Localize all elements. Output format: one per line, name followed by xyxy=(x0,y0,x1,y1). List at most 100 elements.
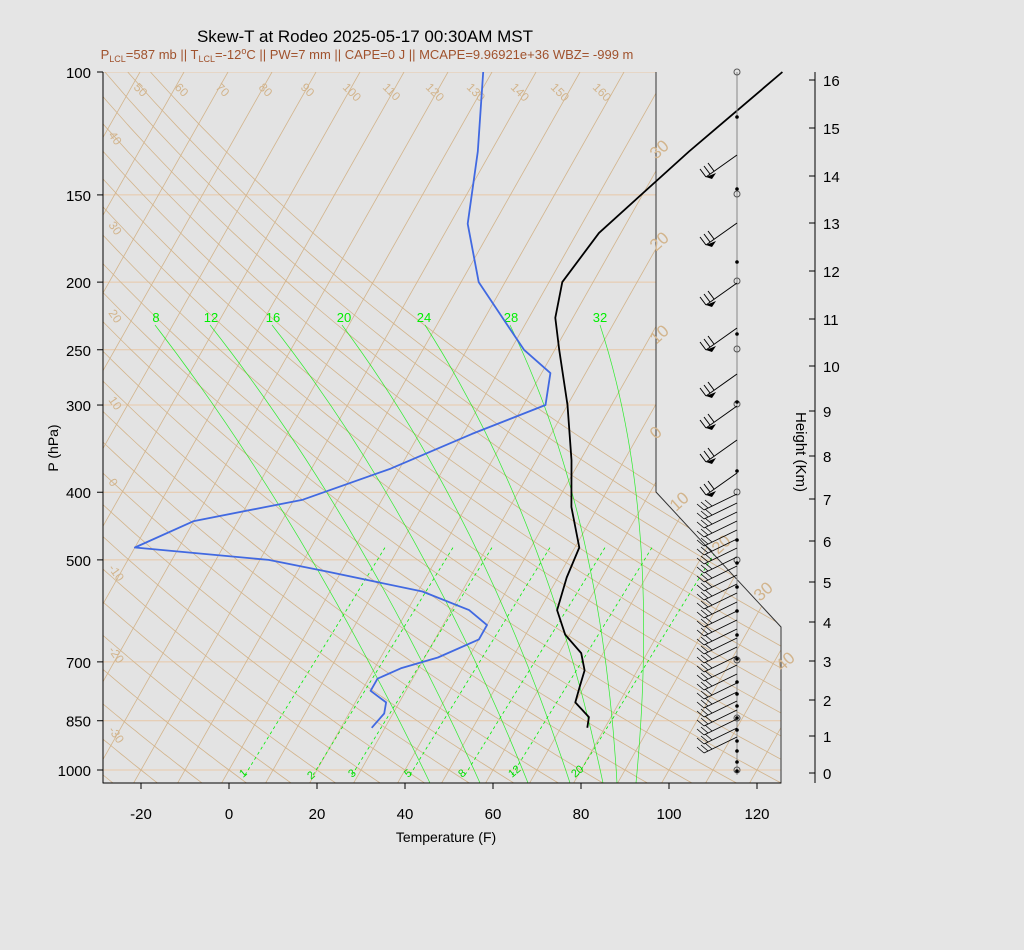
wind-barb-staff xyxy=(703,547,738,565)
chart-subtitle: PLCL=587 mb || TLCL=-12oC || PW=7 mm || … xyxy=(101,46,634,64)
wind-barb xyxy=(700,600,709,608)
wind-barb xyxy=(699,387,707,397)
wind-barb xyxy=(704,643,713,651)
wind-barb-staff xyxy=(703,736,738,754)
wind-barb xyxy=(696,737,705,745)
wind-barb xyxy=(707,381,715,391)
height-tick-label: 1 xyxy=(823,729,831,746)
wind-barb xyxy=(696,620,705,628)
temperature-tick-label: 80 xyxy=(573,806,590,823)
mcape-value: 9.96921e+36 xyxy=(473,47,549,62)
dry-adiabat-line xyxy=(103,72,607,783)
isotherm-line xyxy=(132,72,537,783)
dry-adiabat-line xyxy=(127,72,781,783)
isotherm-line xyxy=(103,72,405,783)
height-tick-label: 14 xyxy=(823,169,840,186)
mixing-ratio-line xyxy=(312,547,454,776)
wind-barb xyxy=(703,384,711,394)
wind-barb-staff xyxy=(703,646,738,664)
moist-adiabat-line xyxy=(341,324,571,783)
dry-adiabat-line xyxy=(103,72,517,783)
pressure-tick-label: 400 xyxy=(66,485,91,502)
wind-barb xyxy=(696,701,705,709)
wind-barb-staff xyxy=(703,727,738,745)
wind-barb xyxy=(696,521,705,529)
wind-barb xyxy=(700,699,709,707)
mixing-ratio-line xyxy=(244,547,386,776)
wind-level-dot xyxy=(735,115,739,119)
wind-level-dot xyxy=(735,561,739,565)
wind-barb xyxy=(696,683,705,691)
pressure-tick-label: 100 xyxy=(66,65,91,82)
wind-barb xyxy=(707,480,715,490)
wind-barb xyxy=(700,555,709,563)
wbz-value: -999 xyxy=(593,47,619,62)
wind-barb xyxy=(704,661,713,669)
wind-level-dot xyxy=(735,585,739,589)
wind-level-dot xyxy=(735,332,739,336)
pressure-tick-label: 250 xyxy=(66,343,91,360)
mixing-ratio-line xyxy=(577,547,719,776)
wind-barb xyxy=(703,450,711,460)
wind-barb xyxy=(704,688,713,696)
temperature-axis: -20 0 20 40 60 80 100 120 xyxy=(103,782,781,823)
pressure-axis: 100 150 200 250 300 400 500 700 850 1000 xyxy=(58,65,104,783)
isotherm-line xyxy=(103,72,449,783)
dry-adiabat-line xyxy=(103,72,562,783)
wind-barb xyxy=(696,629,705,637)
wind-barb xyxy=(700,708,709,716)
wind-barb-flag xyxy=(706,301,716,307)
wind-barb xyxy=(700,564,709,572)
pressure-tick-label: 500 xyxy=(66,553,91,570)
wind-barb xyxy=(700,546,709,554)
moist-adiabat-label: 12 xyxy=(204,310,218,325)
wind-barb xyxy=(707,413,715,423)
height-tick-label: 6 xyxy=(823,534,831,551)
wind-barb-staff xyxy=(703,574,738,592)
wind-level-circle xyxy=(733,766,741,774)
dry-adiabat-line xyxy=(103,72,781,783)
dry-adiabat-line xyxy=(103,72,205,783)
wind-level-dot xyxy=(735,657,739,661)
wind-barb xyxy=(696,647,705,655)
wind-barb xyxy=(700,609,709,617)
plot-layers xyxy=(103,72,781,783)
wind-barb xyxy=(700,627,709,635)
wind-barb-staff xyxy=(703,493,738,511)
wind-barb xyxy=(703,233,711,243)
moist-adiabat-label: 8 xyxy=(152,310,159,325)
moist-adiabat-line xyxy=(209,324,481,783)
wind-level-dot xyxy=(735,692,739,696)
wind-barb-flag xyxy=(706,458,716,464)
wind-level-circle xyxy=(733,68,741,76)
moist-adiabat-label: 28 xyxy=(504,310,518,325)
wind-barb xyxy=(696,530,705,538)
wind-barb xyxy=(704,679,713,687)
wind-barb xyxy=(700,501,709,509)
moist-adiabat-line xyxy=(424,324,604,783)
wind-barb xyxy=(707,335,715,345)
dry-adiabat-line xyxy=(103,72,473,783)
wind-barb xyxy=(696,584,705,592)
wind-barb-staff xyxy=(703,511,738,529)
wind-barb-staff xyxy=(703,556,738,574)
wind-barb xyxy=(700,537,709,545)
isotherm-line xyxy=(103,72,317,783)
wind-level-dot xyxy=(735,769,739,773)
wind-barb xyxy=(704,526,713,534)
wind-barb xyxy=(704,607,713,615)
wind-barb xyxy=(703,293,711,303)
wind-barb-staff xyxy=(703,610,738,628)
wind-barb xyxy=(696,710,705,718)
wind-barb xyxy=(696,512,705,520)
dry-adiabat-line xyxy=(103,72,781,783)
wind-barb xyxy=(696,674,705,682)
isotherm-line xyxy=(103,72,229,783)
wind-level-dot xyxy=(735,728,739,732)
wind-barb xyxy=(704,670,713,678)
wind-barb xyxy=(704,733,713,741)
wind-barb xyxy=(707,230,715,240)
wind-level-circle xyxy=(733,714,741,722)
wind-level-dot xyxy=(735,760,739,764)
x-axis-label: Temperature (F) xyxy=(396,829,496,845)
